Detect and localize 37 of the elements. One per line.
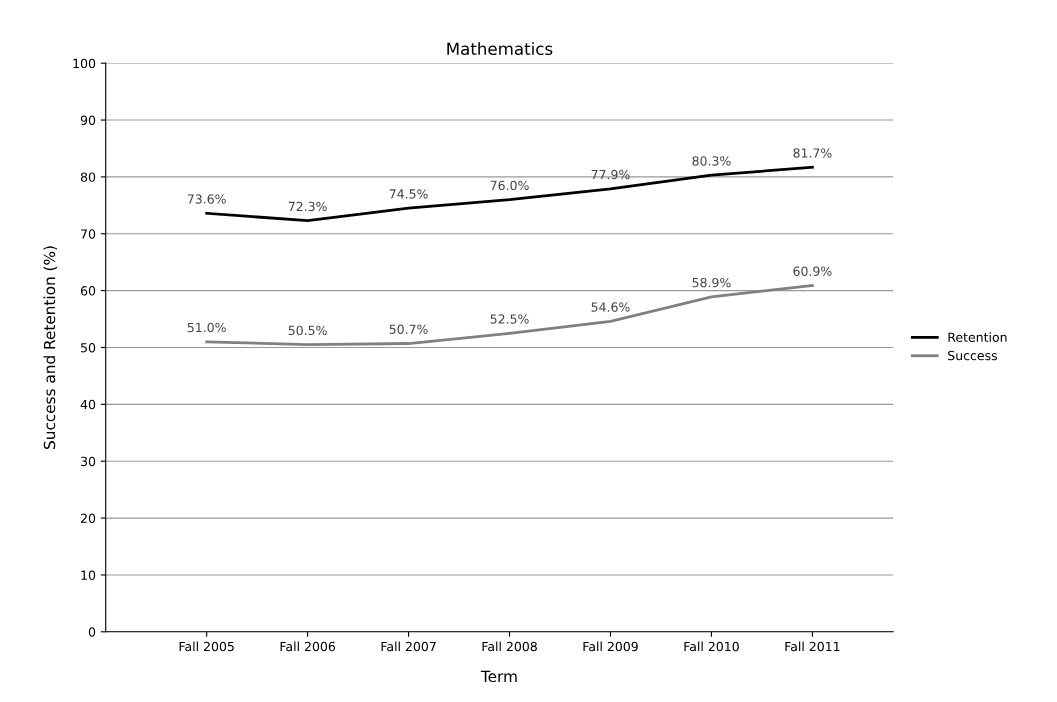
- x-tick-label: Fall 2005: [179, 641, 234, 652]
- x-axis-title: Term: [480, 670, 517, 683]
- data-label: 73.6%: [187, 194, 226, 204]
- y-tick-label: 50: [81, 342, 96, 353]
- y-tick-label: 30: [81, 456, 96, 467]
- data-label: 58.9%: [692, 277, 731, 288]
- y-tick-label: 70: [81, 229, 96, 239]
- x-tick-label: Fall 2011: [785, 641, 840, 652]
- data-label: 60.9%: [793, 266, 832, 276]
- y-tick-label: 100: [73, 58, 96, 69]
- y-tick-label: 0: [88, 627, 96, 637]
- x-tick-label: Fall 2006: [280, 641, 336, 652]
- x-tick-label: Fall 2010: [684, 641, 739, 652]
- y-tick-label: 80: [80, 172, 96, 182]
- chart-title: Mathematics: [447, 42, 553, 56]
- y-tick-label: 90: [80, 115, 96, 125]
- data-label: 50.5%: [288, 325, 327, 336]
- data-label: 77.9%: [591, 169, 630, 180]
- data-label: 72.3%: [288, 201, 327, 212]
- y-tick-label: 10: [81, 570, 96, 580]
- y-tick-label: 60: [80, 286, 96, 296]
- data-label: 80.3%: [692, 156, 731, 166]
- data-label: 50.7%: [389, 324, 428, 334]
- x-tick-label: Fall 2009: [583, 641, 638, 652]
- data-label: 74.5%: [389, 189, 428, 199]
- y-axis-title: Success and Retention (%): [43, 246, 58, 449]
- y-tick-label: 40: [80, 399, 96, 410]
- data-label: 52.5%: [490, 314, 529, 324]
- x-tick-label: Fall 2008: [482, 641, 537, 652]
- data-label: 76.0%: [490, 180, 529, 191]
- legend-label: Success: [948, 350, 997, 361]
- y-tick-label: 20: [80, 513, 96, 523]
- legend-label: Retention: [948, 332, 1007, 342]
- data-label: 81.7%: [793, 148, 832, 158]
- data-label: 51.0%: [187, 322, 226, 333]
- x-tick-label: Fall 2007: [381, 641, 436, 652]
- data-label: 54.6%: [591, 302, 630, 312]
